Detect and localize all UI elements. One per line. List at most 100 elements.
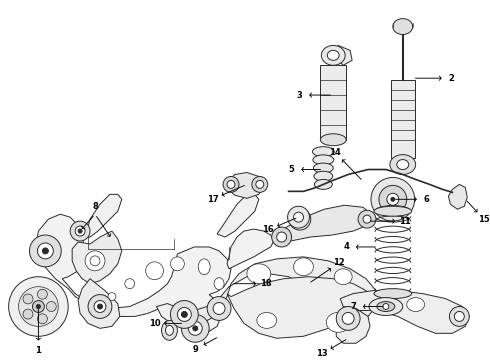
Ellipse shape [313, 147, 334, 157]
Ellipse shape [166, 325, 173, 335]
Ellipse shape [314, 171, 333, 181]
Ellipse shape [29, 235, 61, 267]
Ellipse shape [336, 306, 360, 330]
Ellipse shape [272, 227, 292, 247]
Ellipse shape [47, 302, 56, 311]
Ellipse shape [407, 298, 425, 311]
Polygon shape [336, 291, 469, 343]
Ellipse shape [85, 251, 105, 271]
Ellipse shape [162, 320, 177, 340]
Ellipse shape [37, 243, 53, 259]
Ellipse shape [181, 311, 187, 318]
Ellipse shape [379, 185, 407, 213]
Ellipse shape [391, 197, 395, 201]
Ellipse shape [9, 277, 68, 336]
Ellipse shape [383, 303, 389, 310]
Ellipse shape [289, 208, 311, 230]
Text: 5: 5 [289, 165, 294, 174]
Text: 4: 4 [343, 242, 349, 251]
Ellipse shape [256, 180, 264, 188]
Polygon shape [227, 277, 366, 338]
Ellipse shape [315, 179, 332, 189]
Ellipse shape [223, 176, 239, 192]
Ellipse shape [125, 279, 135, 289]
Polygon shape [277, 205, 372, 241]
Ellipse shape [374, 289, 412, 298]
Text: 2: 2 [448, 74, 454, 83]
Ellipse shape [36, 305, 40, 309]
Ellipse shape [171, 257, 184, 271]
Polygon shape [320, 65, 346, 140]
Text: 18: 18 [260, 279, 271, 288]
Polygon shape [227, 229, 274, 269]
Ellipse shape [295, 214, 305, 224]
Ellipse shape [320, 134, 346, 146]
Ellipse shape [70, 221, 90, 241]
Ellipse shape [108, 293, 116, 301]
Ellipse shape [313, 155, 334, 165]
Text: 12: 12 [333, 258, 345, 267]
Polygon shape [227, 172, 264, 198]
Text: 17: 17 [207, 194, 219, 203]
Ellipse shape [371, 177, 415, 221]
Ellipse shape [88, 294, 112, 319]
Ellipse shape [177, 307, 191, 321]
Ellipse shape [94, 301, 106, 312]
Ellipse shape [363, 215, 371, 223]
Polygon shape [391, 80, 415, 158]
Ellipse shape [188, 321, 202, 335]
Ellipse shape [369, 298, 403, 315]
Ellipse shape [23, 309, 33, 319]
Ellipse shape [321, 45, 345, 65]
Ellipse shape [277, 232, 287, 242]
Text: 15: 15 [478, 215, 490, 224]
Ellipse shape [342, 312, 354, 324]
Text: 6: 6 [424, 195, 430, 204]
Polygon shape [448, 184, 467, 209]
Text: 7: 7 [350, 302, 356, 311]
Polygon shape [35, 214, 231, 332]
Text: 16: 16 [263, 225, 274, 234]
Ellipse shape [449, 306, 469, 327]
Polygon shape [336, 45, 352, 65]
Ellipse shape [75, 226, 85, 236]
Polygon shape [156, 257, 376, 327]
Ellipse shape [393, 19, 413, 35]
Ellipse shape [288, 206, 310, 228]
Ellipse shape [454, 311, 465, 321]
Ellipse shape [397, 159, 409, 170]
Text: 1: 1 [35, 346, 41, 355]
Ellipse shape [171, 301, 198, 328]
Ellipse shape [98, 304, 102, 309]
Ellipse shape [294, 258, 314, 276]
Text: 9: 9 [192, 345, 198, 354]
Ellipse shape [32, 301, 45, 312]
Ellipse shape [23, 294, 33, 304]
Ellipse shape [390, 155, 416, 175]
Polygon shape [78, 279, 120, 328]
Ellipse shape [326, 312, 350, 332]
Ellipse shape [213, 302, 225, 314]
Ellipse shape [327, 50, 339, 60]
Polygon shape [217, 194, 259, 237]
Text: 11: 11 [399, 217, 411, 226]
Ellipse shape [247, 264, 270, 284]
Ellipse shape [387, 193, 399, 205]
Ellipse shape [19, 287, 58, 327]
Ellipse shape [207, 297, 231, 320]
Ellipse shape [252, 176, 268, 192]
Polygon shape [85, 194, 122, 237]
Ellipse shape [193, 326, 198, 331]
Ellipse shape [37, 314, 48, 324]
Ellipse shape [358, 210, 376, 228]
Ellipse shape [37, 289, 48, 299]
Ellipse shape [294, 212, 303, 222]
Ellipse shape [198, 259, 210, 275]
Ellipse shape [43, 248, 49, 254]
Text: 8: 8 [92, 202, 98, 211]
Ellipse shape [334, 269, 352, 285]
Text: 10: 10 [149, 319, 160, 328]
Ellipse shape [374, 206, 412, 216]
Ellipse shape [377, 302, 395, 311]
Ellipse shape [214, 278, 224, 290]
